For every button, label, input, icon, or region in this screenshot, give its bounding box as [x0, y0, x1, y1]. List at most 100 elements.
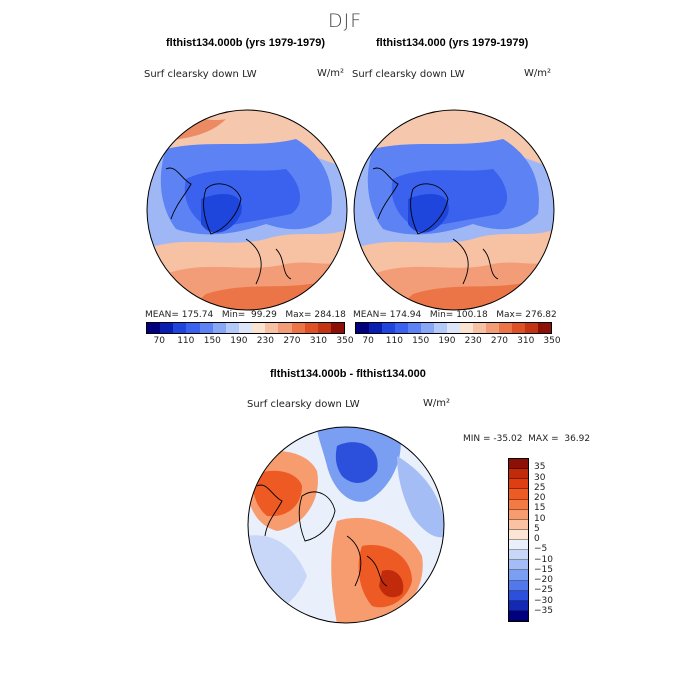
colorbar-swatch	[460, 323, 473, 333]
diff-colorbar-tick-label: 25	[534, 482, 546, 493]
panel-2-colorbar	[355, 322, 552, 334]
colorbar-swatch	[486, 323, 499, 333]
colorbar-tick-label: 230	[256, 336, 274, 346]
diff-colorbar-swatch	[509, 459, 528, 470]
diff-colorbar-swatch	[509, 570, 528, 581]
panel-2-colorbar-ticks: 70 110 150 190 230 270 310 350	[355, 336, 560, 348]
diff-panel-title: flthist134.000b - flthist134.000	[270, 368, 426, 380]
colorbar-swatch	[395, 323, 408, 333]
panel-1-map	[146, 109, 348, 311]
panel-1-coastlines	[165, 167, 292, 285]
colorbar-swatch	[512, 323, 525, 333]
diff-colorbar-swatch	[509, 529, 528, 540]
diff-panel-units: W/m²	[423, 398, 451, 409]
panel-1-stats: MEAN= 175.74 Min= 99.29 Max= 284.18	[145, 310, 346, 320]
diff-colorbar-swatch	[509, 560, 528, 571]
colorbar-swatch	[147, 323, 161, 333]
colorbar-tick-label: 270	[490, 336, 509, 346]
diff-colorbar-tick-label: 15	[534, 503, 546, 514]
colorbar-swatch	[421, 323, 434, 333]
colorbar-swatch	[238, 323, 253, 333]
diff-colorbar-swatch	[509, 610, 528, 621]
colorbar-swatch	[330, 323, 345, 333]
diff-panel-map	[247, 426, 445, 624]
colorbar-swatch	[382, 323, 395, 333]
diff-colorbar-swatch	[509, 469, 528, 480]
colorbar-tick-label: 70	[362, 336, 374, 346]
colorbar-swatch	[317, 323, 331, 333]
colorbar-swatch	[473, 323, 486, 333]
colorbar-tick-label: 190	[438, 336, 456, 346]
colorbar-swatch	[252, 323, 266, 333]
colorbar-swatch	[525, 323, 538, 333]
diff-colorbar-swatch	[509, 499, 528, 510]
diff-colorbar-swatch	[509, 509, 528, 520]
panel-2-stats: MEAN= 174.94 Min= 100.18 Max= 276.82	[353, 310, 557, 320]
diff-colorbar-tick-label: −10	[534, 554, 553, 565]
panel-1-title: flthist134.000b (yrs 1979-1979)	[166, 37, 325, 49]
panel-2-title: flthist134.000 (yrs 1979-1979)	[376, 37, 529, 49]
panel-1-colorbar	[146, 322, 345, 334]
diff-warm-europe-peak	[379, 570, 404, 598]
colorbar-tick-label: 110	[177, 336, 195, 346]
panel-1-greenland-cold	[201, 194, 242, 233]
diff-colorbar-tick-label: −15	[534, 564, 553, 575]
diff-colorbar-swatch	[509, 600, 528, 611]
diff-panel-variable: Surf clearsky down LW	[247, 399, 360, 410]
colorbar-tick-label: 350	[543, 336, 561, 346]
diff-colorbar-tick-label: −35	[534, 605, 553, 616]
colorbar-swatch	[199, 323, 213, 333]
diff-colorbar-swatch	[509, 580, 528, 591]
colorbar-swatch	[369, 323, 382, 333]
diff-panel-minmax: MIN = -35.02 MAX = 36.92	[463, 434, 591, 444]
diff-cold-north-core	[335, 442, 378, 483]
diff-colorbar-tick-label: −5	[534, 544, 548, 555]
panel-2-coastlines	[372, 167, 499, 285]
diff-colorbar-swatch	[509, 550, 528, 561]
diff-colorbar-tick-label: −20	[534, 575, 553, 585]
panel-2-units: W/m²	[524, 68, 552, 79]
diff-colorbar-tick-label: 20	[534, 493, 546, 503]
colorbar-tick-label: 310	[309, 336, 328, 346]
diff-cool-east	[397, 456, 444, 538]
colorbar-tick-label: 310	[517, 336, 535, 346]
colorbar-tick-label: 190	[230, 336, 248, 346]
diff-colorbar-tick-label: −25	[534, 585, 553, 596]
colorbar-tick-label: 270	[283, 336, 301, 346]
colorbar-swatch	[408, 323, 421, 333]
colorbar-tick-label: 350	[336, 336, 354, 346]
colorbar-swatch	[160, 323, 174, 333]
diff-colorbar-ticks: 35 30 25 20 15 10 5 0 −5 −10 −15 −20 −25 −30 −35	[534, 458, 564, 622]
colorbar-tick-label: 70	[153, 336, 165, 346]
colorbar-swatch	[356, 323, 369, 333]
colorbar-swatch	[499, 323, 512, 333]
diff-colorbar-tick-label: 5	[534, 523, 540, 534]
panel-2-variable: Surf clearsky down LW	[352, 69, 465, 80]
colorbar-swatch	[447, 323, 460, 333]
diff-colorbar-tick-label: 35	[534, 462, 546, 473]
figure-title: DJF	[328, 10, 363, 32]
colorbar-swatch	[538, 323, 551, 333]
panel-1-variable: Surf clearsky down LW	[144, 69, 257, 80]
diff-colorbar-swatch	[509, 590, 528, 601]
diff-warm-west-core	[252, 470, 302, 517]
panel-2-greenland-cold	[408, 194, 449, 233]
colorbar-swatch	[291, 323, 305, 333]
diff-colorbar	[508, 458, 529, 622]
colorbar-swatch	[173, 323, 187, 333]
colorbar-swatch	[186, 323, 200, 333]
colorbar-tick-label: 150	[412, 336, 430, 346]
diff-colorbar-swatch	[509, 519, 528, 530]
colorbar-tick-label: 150	[203, 336, 221, 346]
colorbar-swatch	[265, 323, 279, 333]
panel-1-colorbar-ticks: 70 110 150 190 230 270 310 350	[146, 336, 354, 348]
diff-colorbar-tick-label: 0	[534, 534, 540, 544]
colorbar-swatch	[278, 323, 292, 333]
colorbar-tick-label: 110	[385, 336, 403, 346]
colorbar-tick-label: 230	[464, 336, 482, 346]
diff-colorbar-tick-label: −30	[534, 595, 553, 606]
diff-coastlines	[256, 484, 388, 587]
diff-colorbar-swatch	[509, 479, 528, 490]
colorbar-swatch	[225, 323, 239, 333]
panel-2-map	[353, 109, 555, 311]
